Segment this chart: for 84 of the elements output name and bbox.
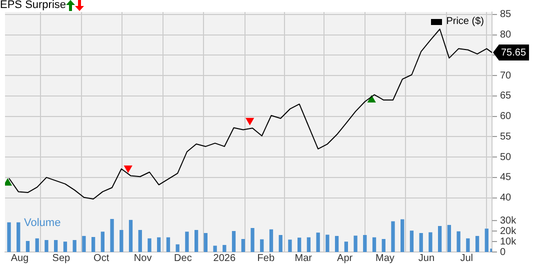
point bbox=[246, 118, 254, 125]
x-tick-label: Feb bbox=[257, 252, 275, 264]
bar bbox=[428, 232, 432, 252]
bar bbox=[35, 238, 39, 252]
bar bbox=[185, 232, 189, 252]
x-tick-label: Nov bbox=[134, 252, 152, 264]
bar bbox=[204, 233, 208, 252]
bar bbox=[260, 239, 264, 252]
x-tick-label: Sep bbox=[52, 252, 71, 264]
y-tick-label: 40 bbox=[500, 192, 512, 204]
y-tick-label: 70 bbox=[500, 70, 512, 82]
bar bbox=[410, 230, 414, 252]
point bbox=[368, 96, 376, 103]
bar bbox=[344, 242, 348, 252]
y-tick-label: 45 bbox=[500, 172, 512, 184]
bar bbox=[72, 240, 76, 252]
bar bbox=[484, 228, 488, 252]
bar bbox=[334, 236, 339, 252]
x-tick-label: May bbox=[376, 252, 394, 264]
bar bbox=[466, 238, 470, 252]
legend-label: Price ($) bbox=[446, 16, 484, 27]
x-tick-label: Jun bbox=[418, 252, 435, 264]
bar bbox=[91, 237, 96, 252]
x-tick-label: 2026 bbox=[213, 252, 236, 264]
bar bbox=[26, 240, 30, 252]
bar bbox=[419, 233, 423, 252]
bar bbox=[232, 231, 236, 252]
bar bbox=[7, 222, 11, 252]
y-tick-label: 80 bbox=[500, 30, 512, 41]
bar bbox=[269, 229, 274, 252]
bar bbox=[372, 237, 376, 252]
bar bbox=[278, 235, 282, 252]
bar bbox=[213, 246, 217, 252]
bar bbox=[447, 224, 452, 252]
bar bbox=[148, 238, 152, 252]
y-tick-label: 85 bbox=[500, 9, 512, 20]
bar bbox=[306, 237, 311, 252]
bar bbox=[400, 219, 404, 252]
bar bbox=[382, 238, 386, 252]
bar bbox=[166, 237, 170, 252]
y-tick-label: 60 bbox=[500, 111, 512, 122]
bar bbox=[82, 236, 86, 252]
bar bbox=[298, 238, 302, 252]
y2-tick-label: 10k bbox=[500, 236, 518, 248]
x-tick-label: Jul bbox=[460, 252, 473, 264]
bar bbox=[110, 218, 114, 252]
bar bbox=[475, 236, 480, 252]
x-tick-label: Aug bbox=[10, 252, 29, 264]
x-tick-label: Mar bbox=[294, 252, 313, 264]
bar bbox=[63, 242, 68, 252]
bar bbox=[157, 237, 161, 252]
bar bbox=[241, 238, 245, 252]
x-tick-label: Apr bbox=[337, 252, 354, 264]
bar bbox=[176, 244, 180, 252]
y2-tick-label: 0 bbox=[500, 246, 506, 258]
y-tick-label: 65 bbox=[500, 90, 512, 102]
bar bbox=[138, 230, 142, 252]
bar bbox=[250, 228, 254, 252]
y-tick-label: 50 bbox=[500, 152, 512, 163]
point bbox=[124, 166, 132, 173]
legend-title: EPS Surprise bbox=[0, 0, 66, 11]
bar bbox=[44, 240, 48, 252]
bar bbox=[316, 232, 320, 252]
bar bbox=[194, 230, 198, 252]
bar bbox=[391, 221, 395, 252]
bar bbox=[363, 235, 367, 252]
y2-tick-label: 30k bbox=[500, 215, 518, 226]
bar bbox=[16, 222, 20, 252]
bar bbox=[54, 240, 58, 252]
x-tick-label: Oct bbox=[94, 252, 110, 264]
bar bbox=[288, 240, 292, 252]
bar bbox=[326, 234, 330, 252]
bar bbox=[222, 244, 226, 252]
x-tick-label: Dec bbox=[174, 252, 192, 264]
y-tick-label: 55 bbox=[500, 131, 512, 142]
bar bbox=[128, 220, 133, 252]
y2-tick-label: 20k bbox=[500, 226, 518, 237]
bar bbox=[438, 226, 442, 252]
data-label: 75.65 bbox=[501, 47, 526, 58]
series-label: Volume bbox=[24, 217, 61, 230]
bar bbox=[456, 231, 460, 252]
bar bbox=[354, 236, 358, 252]
bar bbox=[120, 230, 124, 252]
bar bbox=[100, 232, 104, 252]
